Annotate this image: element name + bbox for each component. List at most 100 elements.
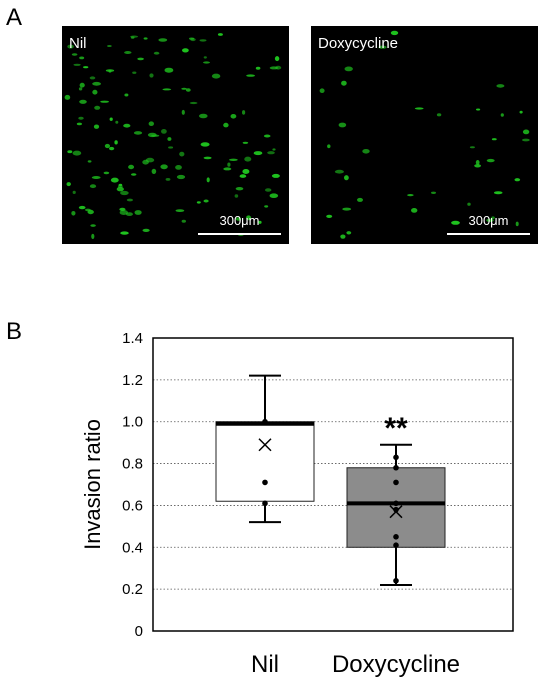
cell-icon	[341, 80, 347, 86]
cell-icon	[493, 191, 503, 195]
cell-icon	[100, 100, 109, 103]
cell-icon	[338, 122, 347, 128]
cell-icon	[167, 137, 172, 141]
cell-icon	[223, 122, 229, 128]
cell-icon	[145, 157, 155, 163]
cell-icon	[344, 175, 349, 181]
cell-icon	[211, 73, 221, 79]
cell-icon	[67, 44, 74, 49]
cell-icon	[269, 193, 279, 198]
y-tick-label: 0.2	[122, 581, 143, 598]
cell-icon	[200, 142, 210, 147]
cell-icon	[486, 158, 495, 163]
cell-icon	[255, 66, 261, 70]
y-tick-label: 1.4	[122, 330, 143, 347]
cell-icon	[326, 214, 333, 218]
cell-icon	[134, 210, 142, 215]
scale-bar-nil	[198, 233, 281, 235]
cell-icon	[148, 121, 154, 126]
cell-icon	[246, 74, 256, 77]
cell-icon	[196, 201, 201, 204]
cell-icon	[137, 57, 144, 61]
cell-icon	[175, 209, 185, 213]
cell-icon	[362, 149, 370, 154]
data-point	[393, 464, 399, 471]
plot-frame	[152, 337, 514, 632]
cell-icon	[258, 220, 262, 224]
cell-icon	[160, 164, 168, 170]
cell-icon	[116, 186, 124, 192]
cell-icon	[235, 217, 242, 221]
cell-icon	[242, 141, 249, 144]
cell-icon	[190, 38, 196, 42]
cell-icon	[128, 164, 135, 170]
y-tick-label: 1.2	[122, 372, 143, 389]
cell-icon	[203, 56, 207, 59]
cell-icon	[124, 51, 132, 54]
cell-icon	[131, 173, 137, 176]
cell-icon	[185, 88, 191, 92]
cell-icon	[515, 221, 519, 227]
cell-icon	[71, 211, 76, 216]
cell-icon	[66, 182, 71, 187]
cell-icon	[179, 151, 185, 157]
y-tick-label: 0.8	[122, 456, 143, 473]
y-tick-label: 0.6	[122, 497, 143, 514]
cells-nil	[64, 33, 282, 239]
cell-icon	[78, 116, 84, 120]
cell-icon	[89, 184, 97, 189]
cell-icon	[431, 191, 436, 194]
cell-icon	[79, 82, 85, 88]
cell-icon	[522, 138, 530, 142]
mean-marker	[258, 438, 272, 452]
cell-icon	[119, 210, 128, 215]
cell-icon	[126, 198, 133, 202]
cell-icon	[269, 66, 279, 70]
cell-icon	[203, 156, 212, 160]
cell-icon	[83, 66, 89, 69]
mean-marker	[389, 505, 403, 519]
cell-icon	[72, 190, 76, 194]
cell-icon	[64, 94, 71, 100]
cell-icon	[181, 87, 187, 90]
cell-icon	[76, 122, 82, 126]
cell-icon	[223, 167, 232, 171]
cell-icon	[227, 162, 231, 167]
y-tick-label: 0	[135, 623, 143, 640]
box	[215, 421, 315, 502]
data-point	[262, 500, 268, 507]
cell-icon	[264, 205, 269, 208]
cell-icon	[104, 143, 110, 149]
panel-a-letter: A	[6, 4, 23, 31]
cell-icon	[378, 45, 387, 49]
cell-icon	[342, 207, 352, 211]
y-tick-label: 0.4	[122, 539, 143, 556]
cell-icon	[123, 123, 131, 128]
cell-icon	[165, 178, 171, 181]
cell-icon	[451, 220, 460, 225]
cell-icon	[522, 129, 530, 135]
cell-icon	[203, 199, 209, 203]
cell-icon	[79, 56, 85, 60]
cell-icon	[103, 171, 110, 175]
scale-bar-doxycycline-label: 300μm	[468, 213, 509, 228]
cell-icon	[272, 148, 276, 151]
cell-icon	[407, 194, 414, 197]
micrograph-nil-label: Nil	[69, 35, 87, 52]
cell-icon	[93, 124, 100, 129]
cell-icon	[206, 177, 210, 183]
cell-icon	[181, 109, 185, 115]
data-point	[262, 418, 268, 425]
cell-icon	[246, 215, 252, 221]
cell-icon	[147, 132, 157, 138]
cell-icon	[91, 176, 101, 179]
cell-icon	[182, 48, 189, 53]
cell-icon	[73, 63, 81, 66]
cell-icon	[175, 165, 182, 170]
cell-icon	[162, 88, 172, 91]
cell-icon	[244, 156, 252, 162]
cell-icon	[235, 187, 244, 191]
cell-icon	[71, 53, 78, 56]
cell-icon	[132, 71, 137, 74]
